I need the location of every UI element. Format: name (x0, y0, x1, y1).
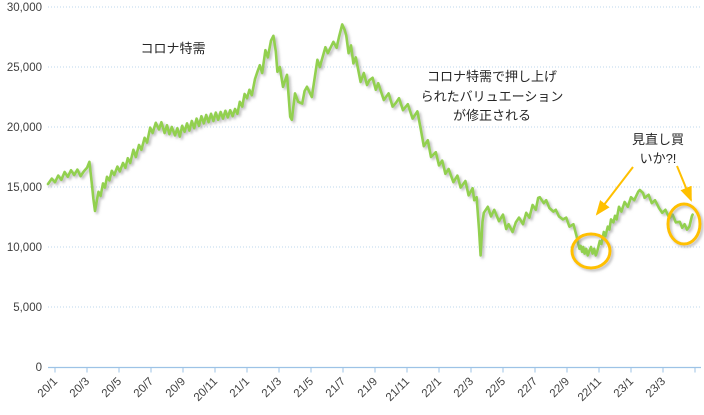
x-axis-label: 21/7 (324, 376, 348, 400)
x-axis-label: 20/7 (132, 376, 156, 400)
x-axis-label: 22/3 (452, 376, 476, 400)
x-axis-label: 20/1 (36, 376, 60, 400)
x-axis-label: 21/5 (292, 376, 316, 400)
annotation-reconsider-buy: 見直し買 いか?! (610, 130, 704, 168)
y-axis-labels: 0 5,000 10,000 15,000 20,000 25,000 30,000 (7, 2, 42, 374)
annotation-line: コロナ特需で押し上げ (426, 69, 557, 84)
y-axis-label: 30,000 (7, 2, 42, 14)
y-axis-label: 10,000 (7, 242, 42, 254)
x-axis-label: 22/1 (420, 376, 444, 400)
x-axis-label: 22/7 (516, 376, 540, 400)
annotation-line: 見直し買 (631, 132, 684, 147)
annotation-line: が修正される (452, 108, 531, 123)
x-axis-labels: 20/1 20/3 20/5 20/7 20/9 20/11 21/1 21/3 21/5 21/… (36, 376, 668, 404)
x-axis-label: 23/1 (612, 376, 636, 400)
x-axis-label: 21/3 (260, 376, 284, 400)
x-axis-label: 21/11 (384, 376, 412, 404)
highlight-circle (666, 202, 702, 246)
x-axis-label: 21/1 (228, 376, 252, 400)
price-line-path (46, 23, 694, 257)
highlight-shapes (570, 165, 702, 270)
y-axis-label: 5,000 (13, 302, 42, 314)
x-axis-label: 20/11 (192, 376, 220, 404)
y-axis-label: 25,000 (7, 62, 42, 74)
x-axis-label: 23/3 (644, 376, 668, 400)
x-axis-label: 20/9 (164, 376, 188, 400)
y-axis-label: 0 (36, 362, 42, 374)
y-axis-label: 15,000 (7, 182, 42, 194)
y-axis-label: 20,000 (7, 122, 42, 134)
x-axis-label: 22/9 (548, 376, 572, 400)
x-axis-label: 20/3 (68, 376, 92, 400)
annotation-arrow (595, 166, 634, 216)
x-axis-label: 20/5 (100, 376, 124, 400)
price-line (46, 23, 694, 257)
x-axis (48, 366, 701, 373)
x-axis-label: 22/11 (576, 376, 604, 404)
annotation-line: いか?! (639, 151, 677, 166)
annotation-corona-demand: コロナ特需 (140, 41, 206, 56)
annotation-arrow (676, 165, 692, 202)
highlight-circle (570, 232, 612, 270)
annotation-line: られたバリュエーション (420, 88, 564, 104)
x-axis-label: 21/9 (356, 376, 380, 400)
x-axis-label: 22/5 (484, 376, 508, 400)
annotation-valuation-correction: コロナ特需で押し上げ られたバリュエーション が修正される (412, 67, 572, 126)
